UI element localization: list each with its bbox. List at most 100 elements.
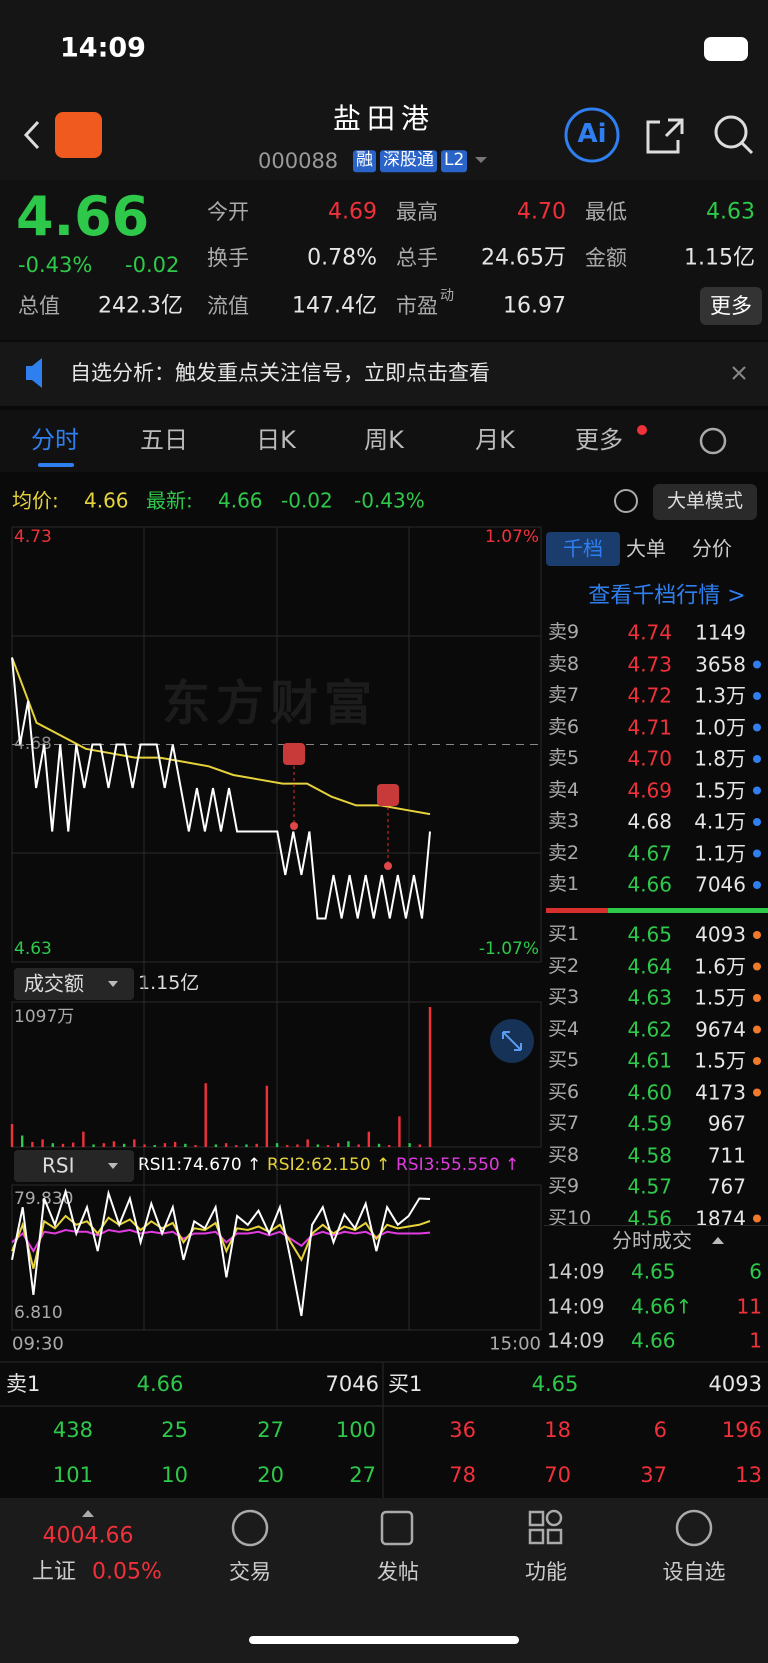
book-price: 4.73 — [627, 652, 672, 676]
book-price: 4.58 — [627, 1143, 672, 1167]
book-level: 买4 — [548, 1017, 580, 1040]
y-tick-label: 6.810 — [14, 1303, 63, 1324]
book-price: 4.69 — [627, 778, 672, 802]
stat-sup: 动 — [440, 287, 454, 304]
book-volume: 1149 — [695, 620, 746, 645]
book-price: 4.65 — [627, 922, 672, 947]
book-tab[interactable]: 千档 — [563, 536, 603, 561]
indicator-label[interactable]: RSI — [42, 1153, 75, 1178]
func-icon — [546, 1528, 563, 1545]
quote-bg — [0, 180, 768, 340]
trade-price: 4.66↑ — [631, 1294, 693, 1318]
close-icon[interactable] — [732, 366, 746, 380]
ai-label[interactable]: Ai — [577, 119, 607, 150]
help-icon[interactable] — [614, 489, 638, 513]
info-avg: 4.66 — [84, 488, 129, 513]
trade-icon[interactable] — [231, 1509, 269, 1547]
book-dot — [753, 755, 761, 763]
battery — [704, 37, 748, 61]
dropdown-caret — [475, 157, 487, 163]
tab[interactable]: 周K — [364, 426, 404, 455]
clock: 14:09 — [60, 32, 146, 64]
info-change: -0.02 — [281, 488, 333, 513]
book-price: 4.66 — [627, 872, 672, 897]
book-link[interactable]: 查看千档行情 > — [588, 583, 746, 609]
share-icon[interactable] — [646, 118, 684, 154]
book-level: 卖4 — [548, 778, 580, 801]
queue-order: 18 — [544, 1417, 571, 1442]
book-volume: 4093 — [695, 922, 746, 947]
stat-label: 换手 — [207, 245, 249, 270]
volume-label[interactable]: 成交额 — [24, 971, 84, 996]
nav-item[interactable]: 功能 — [525, 1559, 567, 1584]
nav-item[interactable]: 设自选 — [662, 1559, 726, 1584]
settings-icon[interactable] — [699, 427, 727, 455]
nav-item[interactable]: 发帖 — [377, 1559, 419, 1584]
book-price: 4.59 — [627, 1111, 672, 1136]
book-dot — [753, 723, 761, 732]
stat-value: 242.3亿 — [98, 293, 183, 319]
logo[interactable] — [55, 112, 102, 158]
tab[interactable]: 日K — [256, 426, 296, 455]
back-icon[interactable] — [23, 120, 40, 150]
queue-order: 25 — [161, 1417, 188, 1442]
tab[interactable]: 五日 — [140, 426, 188, 455]
queue-order: 70 — [544, 1462, 571, 1487]
nav-bg — [0, 1498, 768, 1663]
volume-bar — [51, 1143, 54, 1147]
book-tab[interactable]: 分价 — [692, 536, 732, 561]
book-level: 卖1 — [548, 873, 580, 896]
queue-level: 卖1 — [6, 1371, 41, 1396]
y-tick-label: 1097万 — [14, 1007, 75, 1028]
nav-caret — [82, 1510, 94, 1517]
search-icon[interactable] — [714, 115, 748, 149]
mode-button-bg[interactable] — [653, 484, 757, 520]
legend-entry: RSI2:62.150 ↑ — [267, 1155, 391, 1176]
stat-value: 0.78% — [307, 245, 377, 271]
book-volume: 1.1万 — [694, 841, 746, 865]
book-price: 4.64 — [627, 954, 672, 978]
more-button-bg[interactable] — [700, 287, 762, 325]
tab[interactable]: 月K — [475, 426, 515, 455]
mode-button[interactable]: 大单模式 — [666, 490, 744, 513]
tab[interactable]: 更多 — [575, 426, 623, 455]
banner-text[interactable]: 自选分析：触发重点关注信号，立即点击查看 — [70, 360, 490, 385]
queue-order: 6 — [653, 1417, 667, 1442]
signal — [601, 38, 619, 58]
trade-price: 4.65 — [631, 1259, 676, 1284]
volume-bar — [357, 1144, 360, 1147]
book-volume: 767 — [707, 1174, 746, 1199]
func-icon — [545, 1509, 563, 1527]
caret — [712, 1237, 724, 1244]
book-volume: 9674 — [695, 1017, 746, 1041]
volume-bar — [224, 1143, 228, 1147]
volume-bar — [388, 1145, 391, 1147]
search-icon-handle — [740, 141, 754, 155]
more-button[interactable]: 更多 — [710, 293, 752, 318]
nav-item[interactable]: 交易 — [229, 1559, 271, 1584]
book-tab[interactable]: 大单 — [626, 536, 666, 561]
tab[interactable]: 分时 — [31, 426, 79, 455]
book-price: 4.67 — [627, 841, 672, 865]
book-price: 4.63 — [627, 985, 672, 1010]
watch-icon[interactable] — [675, 1509, 713, 1547]
info-avg-label: 均价: — [12, 488, 59, 513]
volume-bar — [31, 1141, 34, 1147]
banner-bg[interactable] — [0, 342, 768, 406]
tab-underline — [38, 463, 74, 467]
volume-bar — [408, 1143, 411, 1147]
volume-bar — [61, 1143, 65, 1147]
stat-value: 16.97 — [503, 293, 566, 319]
book-level: 买3 — [548, 986, 580, 1009]
ai-icon[interactable] — [564, 107, 620, 163]
active-book-tab[interactable] — [546, 532, 620, 566]
trade-time: 14:09 — [547, 1259, 605, 1284]
post-icon[interactable] — [380, 1510, 414, 1546]
book-volume: 1.5万 — [694, 985, 746, 1010]
func-icon[interactable] — [528, 1510, 545, 1527]
book-level: 买2 — [548, 954, 580, 977]
trades-title: 分时成交 — [612, 1228, 692, 1253]
y-tick-label: 4.63 — [14, 939, 52, 960]
home-indicator — [249, 1636, 519, 1644]
